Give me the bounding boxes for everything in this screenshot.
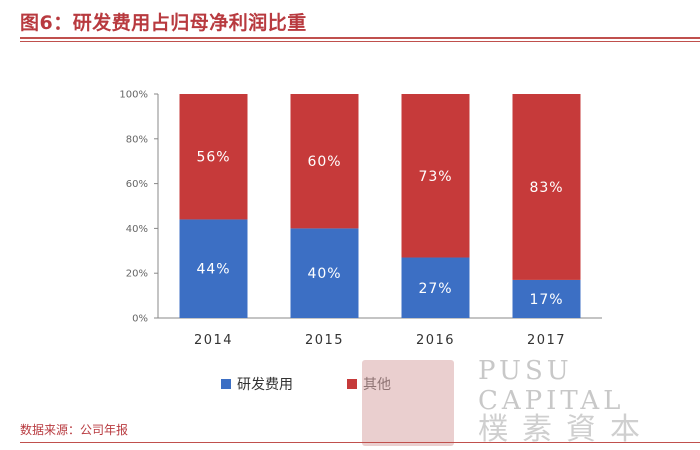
bar-segment-other [179, 94, 248, 220]
data-label: 56% [196, 150, 230, 166]
data-label: 60% [307, 154, 341, 170]
watermark-seal [362, 360, 454, 446]
bar-segment-rd [179, 219, 248, 318]
x-tick-label: 2015 [305, 333, 344, 348]
data-source-note: 数据来源：公司年报 [20, 423, 129, 437]
bar-segment-rd [512, 279, 581, 318]
watermark-text-en: PUSU CAPITAL [478, 356, 625, 416]
bar-segment-other [512, 94, 581, 280]
y-tick-label: 80% [126, 134, 148, 145]
legend-label-rd: 研发费用 [237, 377, 293, 393]
y-tick-label: 0% [132, 314, 148, 325]
data-label: 17% [529, 292, 563, 308]
bar-segment-rd [290, 228, 359, 318]
data-label: 44% [196, 262, 230, 278]
stacked-bar-chart: 0% 20% 40% 60% 80% 100% 44% 56% 2014 40% 60% 2015 27… [119, 90, 602, 348]
title-rule-thick [20, 37, 700, 39]
source-rule [20, 442, 700, 443]
data-label: 27% [418, 281, 452, 297]
data-label: 40% [307, 266, 341, 282]
legend-swatch-rd [221, 379, 231, 389]
bar-segment-other [290, 94, 359, 229]
title-rule-thin [20, 41, 700, 42]
y-tick-label: 60% [126, 179, 148, 190]
data-label: 83% [529, 180, 563, 196]
x-tick-label: 2016 [416, 333, 455, 348]
bar-segment-rd [401, 257, 470, 318]
y-tick-label: 20% [126, 269, 148, 280]
data-label: 73% [418, 169, 452, 185]
x-tick-label: 2017 [527, 333, 566, 348]
x-tick-label: 2014 [194, 333, 233, 348]
y-tick-label: 40% [126, 224, 148, 235]
y-tick-label: 100% [119, 90, 148, 101]
bar-segment-other [401, 94, 470, 258]
legend-item-rd: 研发费用 [221, 374, 293, 394]
watermark-text-zh: 樸素資本 [478, 412, 654, 447]
figure-title: 图6：研发费用占归母净利润比重 [20, 12, 307, 34]
legend-swatch-other [347, 379, 357, 389]
